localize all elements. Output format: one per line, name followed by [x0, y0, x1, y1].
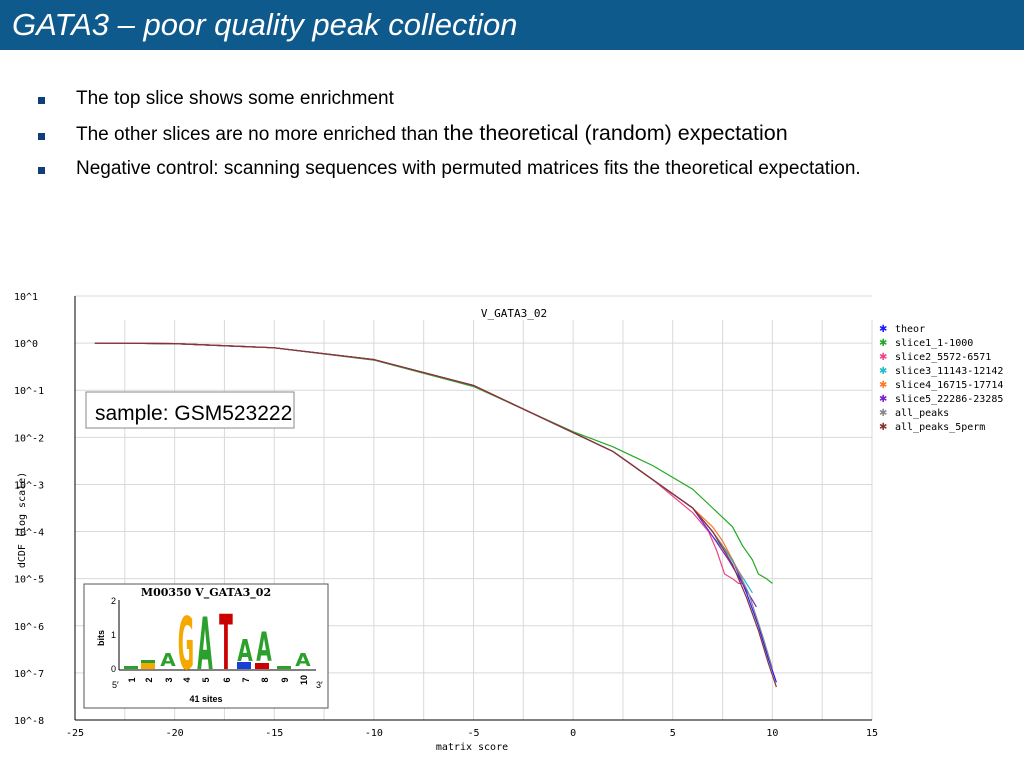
- logo-position-label: 6: [222, 677, 232, 682]
- logo-position-label: 9: [280, 677, 290, 682]
- x-tick-label: 10: [766, 728, 778, 739]
- y-tick-label: 10^-2: [14, 433, 44, 444]
- legend-marker: ✱: [879, 352, 887, 363]
- legend-marker: ✱: [879, 324, 887, 335]
- logo-letter: G: [178, 604, 194, 687]
- title-bar: GATA3 – poor quality peak collection: [0, 0, 1024, 50]
- y-axis-label: dCDF (log scale): [17, 472, 28, 568]
- bullet-item: The top slice shows some enrichment: [34, 86, 934, 112]
- bullet-item: The other slices are no more enriched th…: [34, 120, 934, 148]
- logo-small-stack: [124, 666, 138, 669]
- sample-label-box: [85, 391, 295, 429]
- series-line-all_peaks_5perm: [94, 342, 777, 688]
- logo-position-label: 3: [164, 677, 174, 682]
- y-tick-label: 10^1: [14, 292, 38, 303]
- y-tick-label: 10^-3: [14, 480, 44, 491]
- logo-small-stack: [277, 666, 291, 669]
- bullet-text-large: the theoretical (random) expectation: [443, 121, 788, 145]
- x-tick-label: -20: [166, 728, 184, 739]
- logo-position-labels: 1 2 3 4 5 6 7 8 9 10: [127, 675, 309, 685]
- logo-3prime: 3′: [316, 680, 323, 690]
- y-tick-labels: 10^1 10^0 10^-1 10^-2 10^-3 10^-4 10^-5 10^-6 10…: [14, 292, 44, 727]
- y-tick-label: 10^-7: [14, 669, 44, 680]
- logo-ytick: 1: [111, 630, 116, 640]
- series-line-slice5_22286-23285: [94, 342, 757, 608]
- legend-marker: ✱: [879, 394, 887, 405]
- logo-ytick: 0: [111, 664, 116, 674]
- logo-position-label: 5: [201, 677, 211, 682]
- bullet-square-icon: [38, 167, 45, 174]
- legend-label: slice5_22286-23285: [895, 394, 1003, 405]
- legend-marker: ✱: [879, 380, 887, 391]
- motif-logo-inset: M00350 V_GATA3_02 bits 2 1 0 A G A T A A…: [83, 583, 329, 709]
- logo-letter: A: [237, 634, 253, 669]
- legend-label: slice3_11143-12142: [895, 366, 1003, 377]
- y-tick-label: 10^-6: [14, 622, 44, 633]
- logo-position-label: 8: [260, 677, 270, 682]
- logo-position-label: 7: [241, 677, 251, 682]
- logo-position-label: 10: [299, 675, 309, 685]
- series-line-slice1_1-1000: [94, 342, 773, 584]
- x-tick-label: -25: [66, 728, 84, 739]
- bullet-square-icon: [38, 97, 45, 104]
- logo-letter: A: [256, 626, 272, 672]
- logo-small-stack: [141, 660, 155, 663]
- y-tick-label: 10^-4: [14, 528, 44, 539]
- y-tick-label: 10^0: [14, 339, 38, 350]
- logo-position-label: 4: [182, 677, 192, 682]
- x-tick-label: -15: [265, 728, 283, 739]
- logo-small-stack: [141, 663, 155, 669]
- logo-ytick: 2: [111, 596, 116, 606]
- dcdf-chart: 10^110^010^-110^-210^-310^-410^-510^-610…: [14, 292, 1003, 753]
- x-axis-label: matrix score: [436, 742, 508, 753]
- bullet-square-icon: [38, 133, 45, 140]
- logo-letter: A: [197, 604, 213, 687]
- logo-small-stack: [255, 663, 269, 669]
- legend-label: all_peaks_5perm: [895, 422, 985, 433]
- y-tick-label: 10^-1: [14, 386, 44, 397]
- legend-marker: ✱: [879, 422, 887, 433]
- chart-grid: [74, 295, 873, 721]
- logo-5prime: 5′: [112, 680, 119, 690]
- logo-position-label: 1: [127, 677, 137, 682]
- logo-small-stack: [237, 662, 251, 669]
- legend-label: slice4_16715-17714: [895, 380, 1003, 391]
- logo-title: M00350 V_GATA3_02: [141, 586, 271, 600]
- logo-letter: T: [219, 599, 233, 688]
- y-tick-label: 10^-5: [14, 575, 44, 586]
- logo-position-label: 2: [144, 677, 154, 682]
- x-tick-label: 15: [866, 728, 878, 739]
- legend-label: all_peaks: [895, 408, 949, 419]
- x-tick-label: 0: [570, 728, 576, 739]
- logo-frame: [83, 583, 329, 709]
- x-tick-labels: -25 -20 -15 -10 -5 0 5 10 15: [66, 728, 878, 739]
- sample-label: sample: GSM523222: [95, 402, 292, 425]
- logo-ylabel: bits: [96, 630, 106, 646]
- legend-label: slice2_5572-6571: [895, 352, 991, 363]
- bullet-text: Negative control: scanning sequences wit…: [76, 158, 861, 179]
- y-tick-label: 10^-8: [14, 716, 44, 727]
- logo-sites: 41 sites: [189, 694, 222, 704]
- legend-marker: ✱: [879, 366, 887, 377]
- bullet-text-small: The other slices are no more enriched th…: [76, 124, 444, 145]
- bullet-text: The top slice shows some enrichment: [76, 88, 394, 109]
- legend-label: theor: [895, 324, 925, 335]
- bullet-list: The top slice shows some enrichment The …: [34, 86, 934, 190]
- legend-marker: ✱: [879, 338, 887, 349]
- series-line-slice4_16715-17714: [94, 342, 744, 579]
- bullet-item: Negative control: scanning sequences wit…: [34, 156, 934, 182]
- x-tick-label: 5: [670, 728, 676, 739]
- logo-letter: A: [160, 650, 176, 671]
- legend-label: slice1_1-1000: [895, 338, 973, 349]
- chart-legend: ✱ theor ✱ slice1_1-1000 ✱ slice2_5572-6571 ✱ sl…: [879, 324, 1003, 433]
- slide-title: GATA3 – poor quality peak collection: [12, 7, 518, 42]
- chart-title: V_GATA3_02: [481, 307, 547, 320]
- legend-marker: ✱: [879, 408, 887, 419]
- x-tick-label: -10: [365, 728, 383, 739]
- chart-series-group: [94, 342, 777, 688]
- logo-letter: A: [295, 650, 311, 671]
- x-tick-label: -5: [467, 728, 479, 739]
